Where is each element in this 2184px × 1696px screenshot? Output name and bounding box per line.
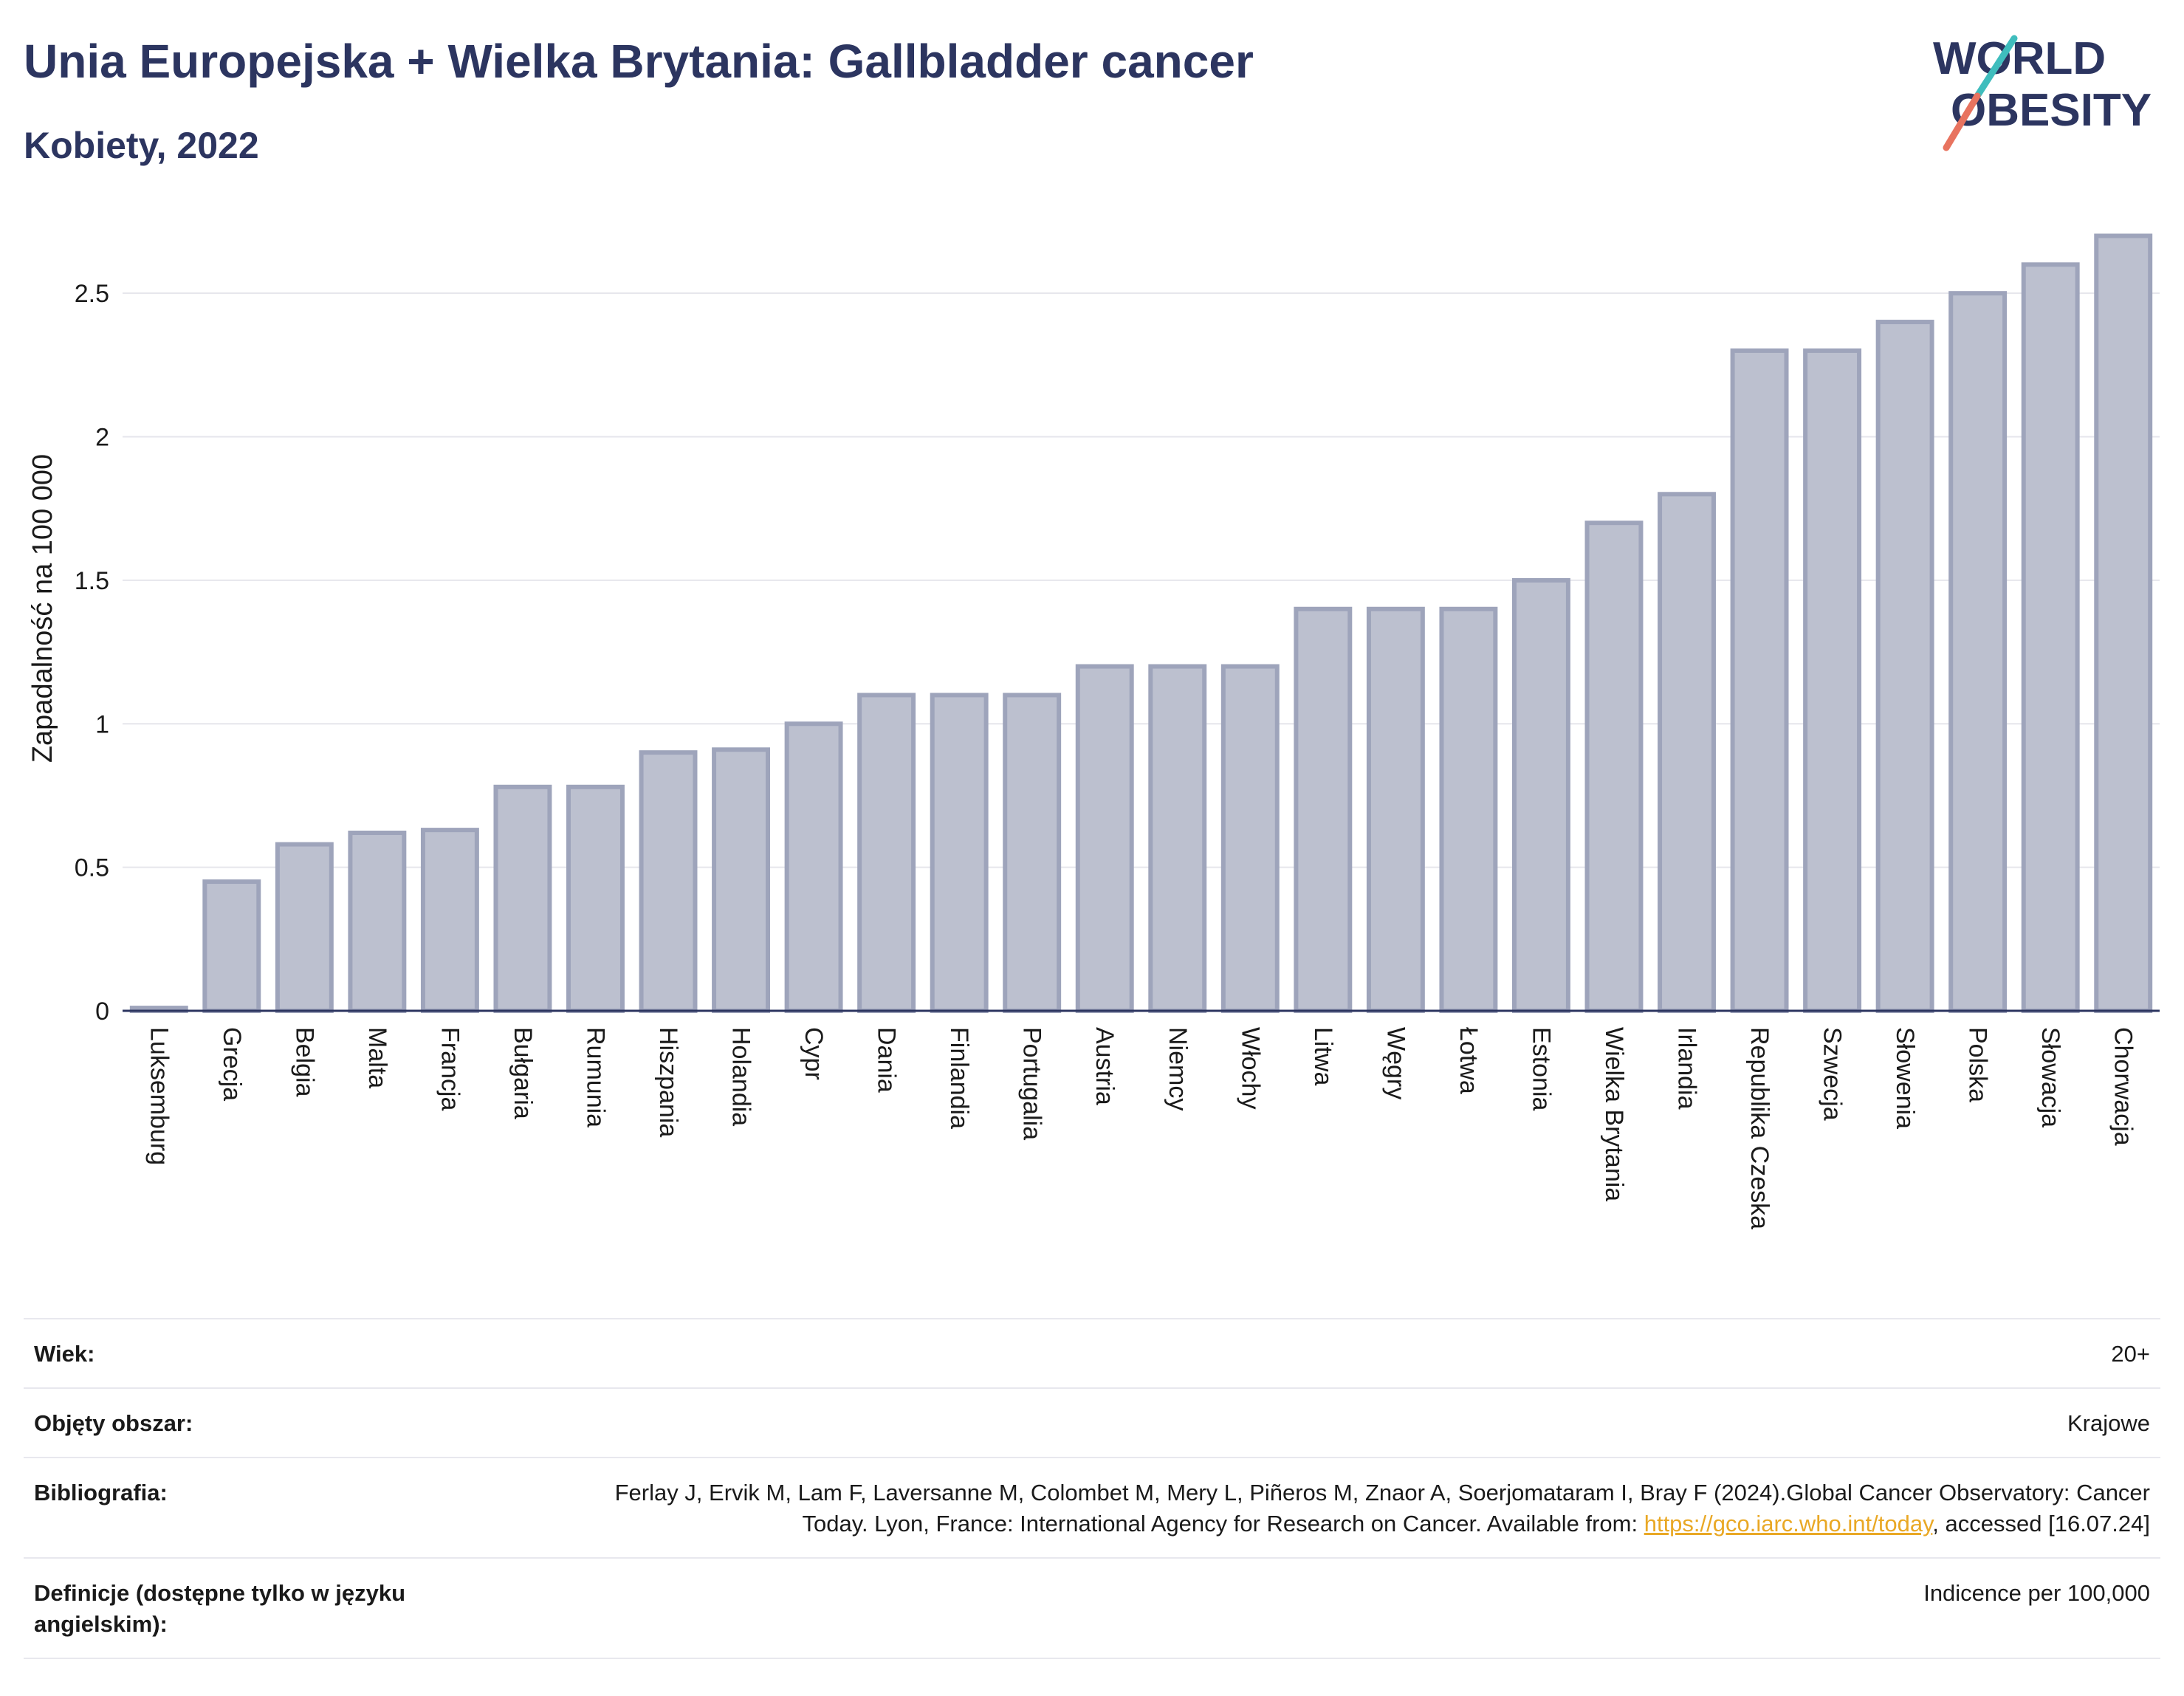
x-tick-label: Słowenia <box>1891 1027 1919 1129</box>
y-tick-label: 0.5 <box>75 854 109 882</box>
x-tick-label: Republika Czeska <box>1745 1027 1773 1229</box>
x-tick-label: Belgia <box>290 1027 318 1097</box>
x-tick-label: Finlandia <box>945 1027 973 1129</box>
bar-chart: 0 0.5 1 1.5 2 2.5 Zapadalność na 100 000 Luks… <box>27 233 2160 1229</box>
x-tick-label: Cypr <box>800 1027 828 1080</box>
bar <box>1075 664 1134 1013</box>
x-tick-label: Łotwa <box>1455 1027 1483 1094</box>
bibliography-text: Ferlay J, Ervik M, Lam F, Laversanne M, … <box>614 1480 2150 1537</box>
y-tick-label: 0 <box>95 998 109 1026</box>
x-tick-label: Słowacja <box>2036 1027 2064 1127</box>
bar <box>1003 693 1062 1014</box>
y-axis-label: Zapadalność na 100 000 <box>27 454 58 763</box>
bar <box>348 830 407 1014</box>
meta-row-coverage: Objęty obszar: Krajowe <box>24 1387 2160 1457</box>
x-tick-label: Szwecja <box>1819 1027 1847 1121</box>
bibliography-value: Ferlay J, Ervik M, Lam F, Laversanne M, … <box>585 1477 2150 1539</box>
x-axis-ticks: Luksemburg Grecja Belgia Malta Francja Bułgar… <box>145 1027 2137 1229</box>
logo-slash-teal <box>1974 35 2018 100</box>
coverage-label: Objęty obszar: <box>34 1410 193 1436</box>
meta-row-bibliography: Bibliografia: Ferlay J, Ervik M, Lam F, … <box>24 1457 2160 1557</box>
bar <box>1584 521 1644 1013</box>
logo-text-world: WORLD <box>1933 33 2106 84</box>
x-tick-label: Węgry <box>1381 1027 1409 1099</box>
chart-title: Unia Europejska + Wielka Brytania: Gallb… <box>24 35 1254 88</box>
y-tick-label: 1 <box>95 710 109 738</box>
x-tick-label: Luksemburg <box>145 1027 173 1165</box>
x-tick-label: Włochy <box>1236 1027 1264 1109</box>
x-tick-label: Irlandia <box>1673 1027 1701 1110</box>
bar <box>1948 291 2008 1013</box>
bar <box>857 693 916 1014</box>
x-tick-label: Malta <box>363 1027 391 1088</box>
bar <box>2094 233 2153 1013</box>
bar <box>784 721 843 1013</box>
x-tick-label: Austria <box>1091 1027 1119 1105</box>
bibliography-label: Bibliografia: <box>34 1480 168 1506</box>
x-tick-label: Wielka Brytania <box>1600 1027 1628 1201</box>
age-label: Wiek: <box>34 1341 95 1367</box>
logo-text-obesity: OBESITY <box>1951 85 2152 136</box>
coverage-value: Krajowe <box>2067 1410 2150 1436</box>
y-tick-label: 2.5 <box>75 280 109 308</box>
x-tick-label: Bułgaria <box>509 1027 537 1119</box>
x-tick-label: Niemcy <box>1164 1027 1192 1110</box>
bar <box>1366 606 1425 1013</box>
bar <box>1294 606 1353 1013</box>
age-value: 20+ <box>2111 1341 2150 1367</box>
logo-slash-coral <box>1943 92 1981 151</box>
bar <box>1148 664 1207 1013</box>
bar <box>1511 577 1570 1013</box>
x-tick-label: Dania <box>873 1027 901 1093</box>
bar <box>275 842 334 1014</box>
x-tick-label: Rumunia <box>581 1027 609 1127</box>
y-tick-label: 1.5 <box>75 567 109 595</box>
bar <box>639 750 698 1013</box>
bibliography-suffix: , accessed [16.07.24] <box>1932 1511 2150 1537</box>
bar <box>566 784 625 1013</box>
bar <box>1803 348 1862 1014</box>
bar <box>493 784 552 1013</box>
y-axis-ticks: 0 0.5 1 1.5 2 2.5 <box>75 280 109 1026</box>
bibliography-link[interactable]: https://gco.iarc.who.int/today <box>1644 1511 1933 1537</box>
x-tick-label: Litwa <box>1309 1027 1337 1085</box>
x-tick-label: Portugalia <box>1018 1027 1046 1140</box>
x-tick-label: Polska <box>1964 1027 1992 1102</box>
x-tick-label: Chorwacja <box>2109 1027 2137 1146</box>
bar <box>712 747 771 1013</box>
world-obesity-logo: WORLD OBESITY <box>1933 33 2152 151</box>
x-tick-label: Grecja <box>218 1027 246 1101</box>
x-tick-label: Hiszpania <box>654 1027 682 1137</box>
bar <box>2021 262 2080 1013</box>
chart-subtitle: Kobiety, 2022 <box>24 125 259 166</box>
y-tick-label: 2 <box>95 424 109 452</box>
bar <box>1730 348 1789 1014</box>
x-tick-label: Estonia <box>1527 1027 1555 1110</box>
bar <box>930 693 989 1014</box>
meta-row-age: Wiek: 20+ <box>24 1318 2160 1387</box>
bar <box>1439 606 1498 1013</box>
metadata-table: Wiek: 20+ Objęty obszar: Krajowe Bibliog… <box>24 1318 2160 1659</box>
meta-row-definitions: Definicje (dostępne tylko w języku angie… <box>24 1557 2160 1659</box>
x-tick-label: Holandia <box>727 1027 755 1126</box>
x-tick-label: Francja <box>436 1027 464 1110</box>
bar <box>1220 664 1280 1013</box>
bar <box>420 828 479 1013</box>
bar <box>1658 492 1716 1013</box>
bars <box>129 233 2153 1014</box>
definitions-label: Definicje (dostępne tylko w języku angie… <box>34 1580 406 1637</box>
bar <box>202 879 261 1014</box>
bar <box>1875 320 1934 1013</box>
definitions-value: Indicence per 100,000 <box>1923 1580 2150 1606</box>
